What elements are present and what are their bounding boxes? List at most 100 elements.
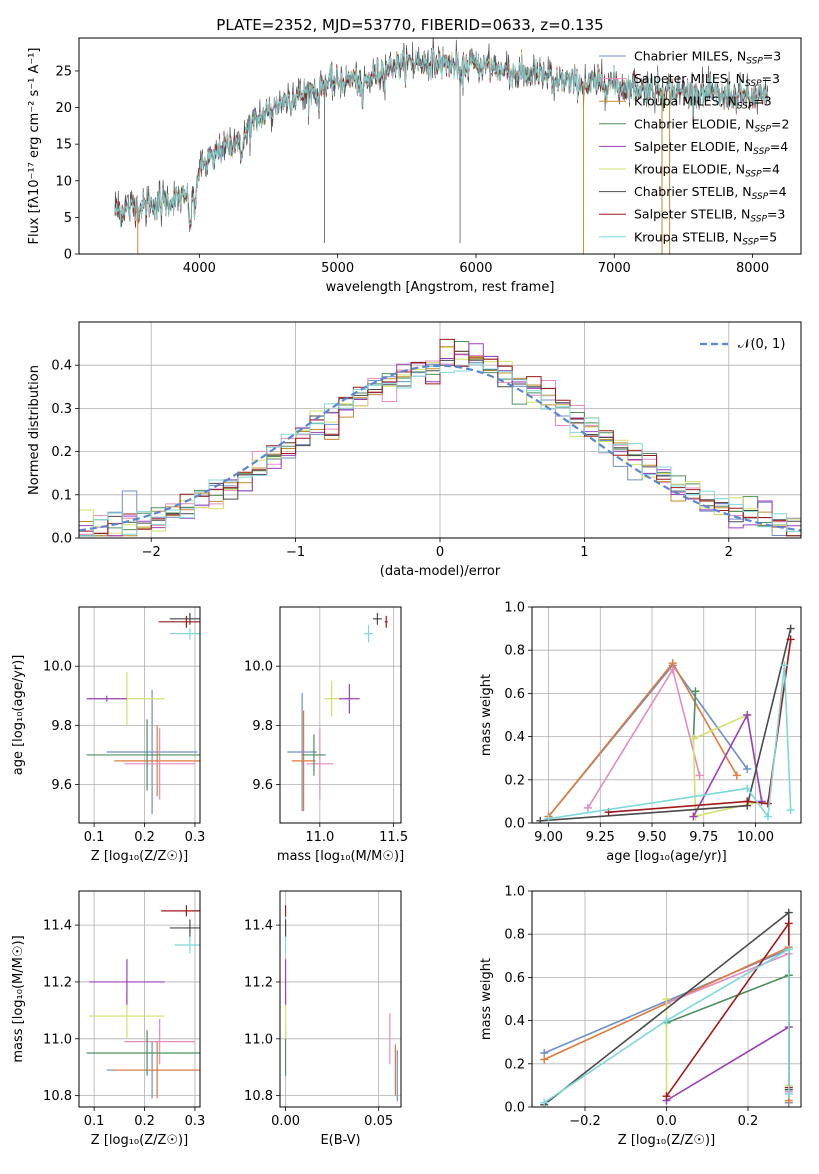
y-tick-label: 15 <box>55 138 72 153</box>
error-bar-point <box>384 615 388 628</box>
y-tick-label: 11.4 <box>244 919 273 934</box>
legend-entry: Kroupa ELODIE, NSSP=4 <box>634 162 780 180</box>
histogram-series-2 <box>79 346 801 537</box>
axes-frame <box>279 890 402 1108</box>
x-tick-label: 0.1 <box>84 1114 105 1129</box>
legend-entry: Kroupa MILES, NSSP=3 <box>634 94 772 112</box>
legend-entry: Chabrier STELIB, NSSP=4 <box>634 184 787 202</box>
x-tick-label: −2 <box>142 545 161 560</box>
weight-marker <box>743 797 752 806</box>
legend-sub: SSP <box>745 79 762 89</box>
legend-label: Salpeter STELIB, N <box>634 207 750 222</box>
weight-marker <box>743 765 752 773</box>
legend-entry: Salpeter MILES, NSSP=3 <box>634 71 780 89</box>
weight-marker <box>536 816 545 823</box>
y-tick-label: 0.2 <box>504 1057 525 1072</box>
y-axis-label: Normed distribution <box>27 365 42 495</box>
y-tick-label: 9.6 <box>252 778 273 793</box>
y-tick-label: 0.6 <box>504 971 525 986</box>
weight-series-8 <box>543 947 790 1104</box>
axes-frame <box>279 606 402 824</box>
y-tick-label: 0.4 <box>504 730 525 745</box>
x-tick-label: 0.00 <box>271 1114 300 1129</box>
x-tick-label: 9.00 <box>534 830 563 845</box>
plot-area <box>540 908 793 1107</box>
error-bar-point <box>169 612 200 625</box>
weight-marker <box>732 771 741 780</box>
x-tick-label: 0.0 <box>656 1114 677 1129</box>
error-bar-point <box>287 692 317 812</box>
x-tick-label: 7000 <box>598 261 631 276</box>
weight-marker <box>743 784 752 793</box>
legend-label: Salpeter MILES, N <box>634 71 745 86</box>
weight-series-5 <box>666 1026 790 1102</box>
error-bar-point <box>339 683 360 714</box>
plot-area <box>86 612 200 815</box>
axes-frame <box>78 37 802 255</box>
legend-label: Chabrier MILES, N <box>634 49 746 64</box>
y-tick-label: 11.2 <box>43 975 72 990</box>
y-tick-label: 0.1 <box>51 488 72 503</box>
legend-label: Kroupa STELIB, N <box>634 229 742 244</box>
panel-age-vs-mass: 11.0 11.5 9.6 9.8 10.0 mass [log₁₀(M/M☉)] <box>244 606 408 864</box>
x-tick-label: 6000 <box>459 261 492 276</box>
legend-label: Chabrier ELODIE, N <box>634 116 754 131</box>
legend-sub: SSP <box>753 147 770 157</box>
error-bar-point <box>86 719 200 791</box>
x-tick-label: 11.5 <box>379 830 408 845</box>
weight-marker <box>763 812 772 821</box>
weight-marker <box>583 803 592 812</box>
weight-marker <box>786 635 795 644</box>
y-tick-label: 10.0 <box>244 660 273 675</box>
x-axis-label: Z [log₁₀(Z/Z☉)] <box>618 1133 715 1148</box>
weight-marker <box>784 919 793 928</box>
legend-label: Salpeter ELODIE, N <box>634 139 753 154</box>
panel-spectrum: 4000 5000 6000 7000 8000 0 5 10 15 20 25 PLATE=2352… <box>27 16 802 295</box>
error-bar-point <box>372 612 382 625</box>
y-tick-label: 0.3 <box>51 402 72 417</box>
error-bar-point <box>324 680 340 717</box>
error-bar-point <box>169 919 200 937</box>
legend-tail: =3 <box>762 71 780 86</box>
legend-tail: =3 <box>763 49 781 64</box>
weight-marker <box>689 734 698 743</box>
weight-marker <box>784 1090 793 1099</box>
x-tick-label: 8000 <box>736 261 769 276</box>
error-bar-point <box>169 627 200 640</box>
y-axis-label: age [log₁₀(age/yr)] <box>11 655 26 776</box>
x-tick-label: 0.1 <box>84 830 105 845</box>
legend-entry: Salpeter STELIB, NSSP=3 <box>634 207 785 225</box>
error-bar-point <box>364 624 373 643</box>
legend-sub: SSP <box>754 124 771 134</box>
legend-label: Kroupa ELODIE, N <box>634 162 745 177</box>
error-bar-point <box>114 725 200 797</box>
y-axis-label: mass [log₁₀(M/M☉)] <box>11 935 26 1062</box>
plot-area <box>79 338 801 537</box>
chart-title: PLATE=2352, MJD=53770, FIBERID=0633, z=0… <box>216 16 603 34</box>
x-axis-label: age [log₁₀(age/yr)] <box>606 849 727 864</box>
y-tick-label: 9.8 <box>51 719 72 734</box>
weight-series-3 <box>666 974 790 1024</box>
y-tick-label: 9.8 <box>252 719 273 734</box>
panel-mass-vs-Z: 0.1 0.2 0.3 10.8 11.0 11.2 11.4 Z [log₁₀(Z/Z☉)]… <box>11 890 205 1148</box>
y-tick-label: 10 <box>55 174 72 189</box>
histogram-series-7 <box>79 338 801 537</box>
x-tick-label: 1 <box>580 545 588 560</box>
y-tick-label: 0.4 <box>504 1014 525 1029</box>
weight-marker <box>689 812 698 821</box>
weight-marker <box>662 995 671 1003</box>
y-tick-label: 11.2 <box>244 975 273 990</box>
y-axis-label: mass weight <box>479 958 494 1040</box>
axes-frame <box>78 890 201 1108</box>
error-bar-point <box>158 615 200 628</box>
y-tick-label: 10.8 <box>43 1089 72 1104</box>
error-bar-point <box>306 728 334 800</box>
x-tick-label: −1 <box>286 545 305 560</box>
error-bar-point <box>124 728 195 800</box>
histogram-series-8 <box>79 363 801 537</box>
y-tick-label: 11.4 <box>43 919 72 934</box>
weight-marker <box>662 1092 671 1101</box>
legend-label: Chabrier STELIB, N <box>634 184 752 199</box>
y-tick-label: 9.6 <box>51 778 72 793</box>
error-bar-point <box>86 1030 200 1076</box>
